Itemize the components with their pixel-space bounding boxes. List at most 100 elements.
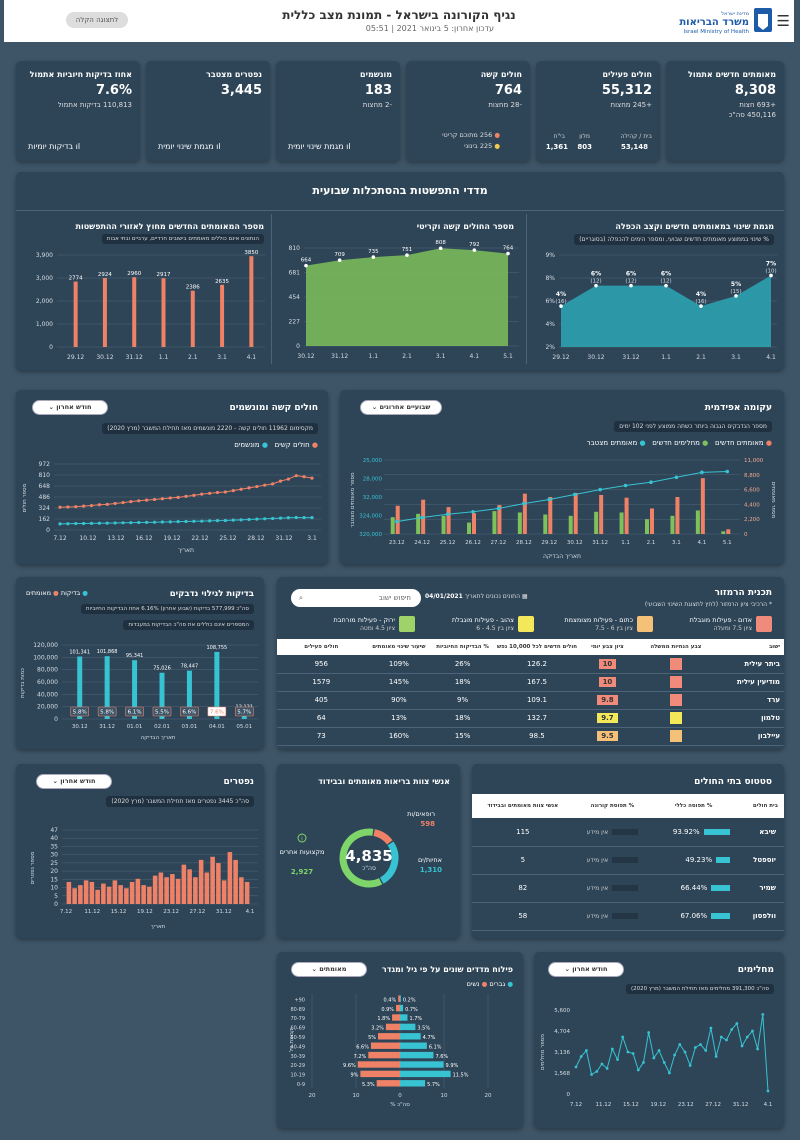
column-header[interactable]: אנשי צוות מאומתים ובבידוד xyxy=(487,803,559,809)
kpi-new-cases[interactable]: מאומתים חדשים אתמול 8,308 +693 חצות 450,… xyxy=(666,61,784,161)
calendar-icon: ▦ xyxy=(520,593,528,600)
kpi-label: חולים קשה xyxy=(480,70,522,79)
table-row[interactable]: וולפסון 67.06% אין מידע 58 xyxy=(472,902,784,930)
x-tick-label: 19.12 xyxy=(137,909,153,915)
column-header[interactable]: צבע הנחיות ממשלה xyxy=(650,644,702,650)
y-tick-label-right: 0 xyxy=(744,532,748,538)
area-fill xyxy=(561,275,771,347)
column-header[interactable]: בית חולים xyxy=(752,803,778,809)
legend-label: חולים קשים xyxy=(274,441,310,449)
table-row[interactable]: יוספטל 49.23% אין מידע 5 xyxy=(472,846,784,874)
kpi-ventilated[interactable]: מונשמים 183 -2 מחצות ıl מגמת שינוי יומית xyxy=(276,61,400,161)
score-cell: 9.8 xyxy=(581,691,634,709)
table-row[interactable]: ערד 9.8 109.1 9% 90% 405 xyxy=(277,691,784,709)
staff-cell: 81 xyxy=(472,930,574,938)
y-tick-label: 40,000 xyxy=(37,691,58,698)
column-header[interactable]: ישוב xyxy=(768,644,780,650)
time-filter-dropdown[interactable]: ⌄ חודש אחרון xyxy=(32,400,108,415)
x-tick-label: 23.12 xyxy=(389,540,405,546)
table-row[interactable]: שמיר 66.44% אין מידע 82 xyxy=(472,874,784,902)
data-point xyxy=(105,521,109,525)
bar-new-cases xyxy=(548,497,553,534)
hospital-name: הל יפה xyxy=(736,930,784,938)
time-filter-dropdown[interactable]: ⌄ חודש אחרון xyxy=(36,774,112,789)
bar-recovered xyxy=(467,522,471,534)
table-row[interactable]: ביתר עילית 10 126.2 26% 109% 956 xyxy=(277,655,784,673)
kpi-active[interactable]: חולים פעילים 55,312 +245 מחצות בית / קהי… xyxy=(536,61,660,161)
chevron-down-icon: ⌄ xyxy=(48,403,57,411)
time-filter-dropdown[interactable]: ⌄ שבועיים אחרונים xyxy=(360,400,442,415)
y-tick-label: 3,000 xyxy=(36,275,53,282)
data-point xyxy=(89,521,94,525)
table-row[interactable]: טלמון 9.7 132.7 18% 13% 64 xyxy=(277,709,784,727)
data-point xyxy=(176,520,180,524)
y-tick-label: 454 xyxy=(289,294,301,301)
kpi-critical-text: 256 מתוכם קריטי xyxy=(442,131,493,139)
data-point xyxy=(137,499,141,503)
age-card: פילוח מדדים שונים על פי גיל ומגדר ⌄ מאומ… xyxy=(277,952,523,1128)
data-point xyxy=(584,1049,588,1052)
data-point xyxy=(688,1064,692,1067)
legend-range: ציון 7.5 ומעלה xyxy=(713,625,752,632)
recovered-card: מחלימים ⌄ חודש אחרון סה"כ 391,300 מחלימי… xyxy=(534,952,784,1128)
kpi-positive-rate[interactable]: אחוז בדיקות חיוביות אתמול 7.6% 110,813 ב… xyxy=(16,61,140,161)
column-header[interactable]: % תפוסה כללי xyxy=(674,803,713,809)
table-row[interactable]: שיבא 93.92% אין מידע 115 xyxy=(472,818,784,846)
x-axis-label: תאריך הבדיקה xyxy=(543,553,581,560)
trend-link[interactable]: ıl מגמת שינוי יומית xyxy=(288,142,351,151)
data-point xyxy=(286,477,290,481)
data-point xyxy=(176,495,180,500)
data-point xyxy=(664,283,668,288)
y-tick-label: 0 xyxy=(46,527,50,534)
score-badge: 10 xyxy=(598,658,617,669)
light-view-button[interactable]: לתצוגה הקלה xyxy=(66,12,128,28)
x-tick-label: 03.01 xyxy=(182,724,198,730)
column-header[interactable]: % הבדיקות החיוביות xyxy=(436,644,489,650)
donut-total-label: סה"כ xyxy=(362,865,376,872)
x-tick-label: 29.12 xyxy=(541,540,557,546)
percent-label: 6.1% xyxy=(128,710,142,716)
column-header[interactable]: ציון צבע יומי xyxy=(591,644,624,650)
data-point xyxy=(82,504,86,508)
trend-link[interactable]: ıl מגמת שינוי יומית xyxy=(158,142,221,151)
trend-link[interactable]: ıl בדיקות יומיות xyxy=(28,142,80,151)
legend-item: אדום - פעילות מוגבלת ציון 7.5 ומעלה xyxy=(657,615,772,635)
table-row[interactable]: עיילבון 9.5 98.5 15% 160% 73 xyxy=(277,727,784,745)
data-label: 101,868 xyxy=(97,649,118,655)
traffic-note[interactable]: * הרכיבי ציון הרמזור (לחץ לתצוגת השינוי … xyxy=(644,601,772,608)
time-filter-dropdown[interactable]: ⌄ חודש אחרון xyxy=(548,962,624,977)
staff-cell: 115 xyxy=(516,827,530,836)
data-label: 4% xyxy=(696,291,706,298)
bar-new-cases xyxy=(573,492,578,534)
data-point xyxy=(223,518,227,523)
data-point xyxy=(200,519,204,523)
data-point xyxy=(192,519,196,523)
data-label-women: 9% xyxy=(350,1073,358,1079)
column-header[interactable]: % תפוסת קורונה xyxy=(590,803,635,809)
table-row[interactable]: הל יפה78.28%אין מידע81 xyxy=(472,930,784,938)
staff-cell: 5 xyxy=(520,856,526,864)
kpi-severe[interactable]: חולים קשה 764 -28 מחצות ● 256 מתוכם קריט… xyxy=(406,61,530,161)
chart-note: מקסימום 11962 חולים קשה - 2220 מונשמים מ… xyxy=(102,423,318,434)
bar-men xyxy=(400,1042,427,1049)
bar xyxy=(101,883,106,904)
x-tick-label: 23.12 xyxy=(678,1102,694,1108)
column-header[interactable]: שיעור שינוי מאומתים xyxy=(372,644,426,650)
y-tick-label-right: 8,800 xyxy=(744,473,760,479)
column-header[interactable]: חולים פעילים xyxy=(304,644,339,650)
search-input[interactable]: חיפוש ישוב ⌕ xyxy=(291,589,421,607)
y-tick-label: 15 xyxy=(50,876,58,883)
legend-swatch-icon xyxy=(756,616,772,632)
bar-men xyxy=(400,1033,421,1040)
chart-title: מחלימים xyxy=(737,965,774,975)
kpi-deaths[interactable]: נפטרים מצטבר 3,445 ıl מגמת שינוי יומית xyxy=(146,61,270,161)
y-tick-label: 60-69 xyxy=(290,1026,305,1032)
last-updated: עדכון אחרון: 5 בינואר 2021 | 05:51 xyxy=(365,24,494,33)
column-header[interactable]: חולים חדשים לכל 10,000 נפש xyxy=(496,644,577,650)
hamburger-menu-icon[interactable]: ☰ xyxy=(776,12,790,30)
metric-filter-dropdown[interactable]: ⌄ מאומתים xyxy=(291,962,367,977)
bar xyxy=(221,880,227,904)
legend-label: גברים xyxy=(489,980,506,988)
table-row[interactable]: מודיעין עילית 10 167.5 18% 145% 1579 xyxy=(277,673,784,691)
date-note: התונים נכונים לתאריך xyxy=(464,593,520,600)
